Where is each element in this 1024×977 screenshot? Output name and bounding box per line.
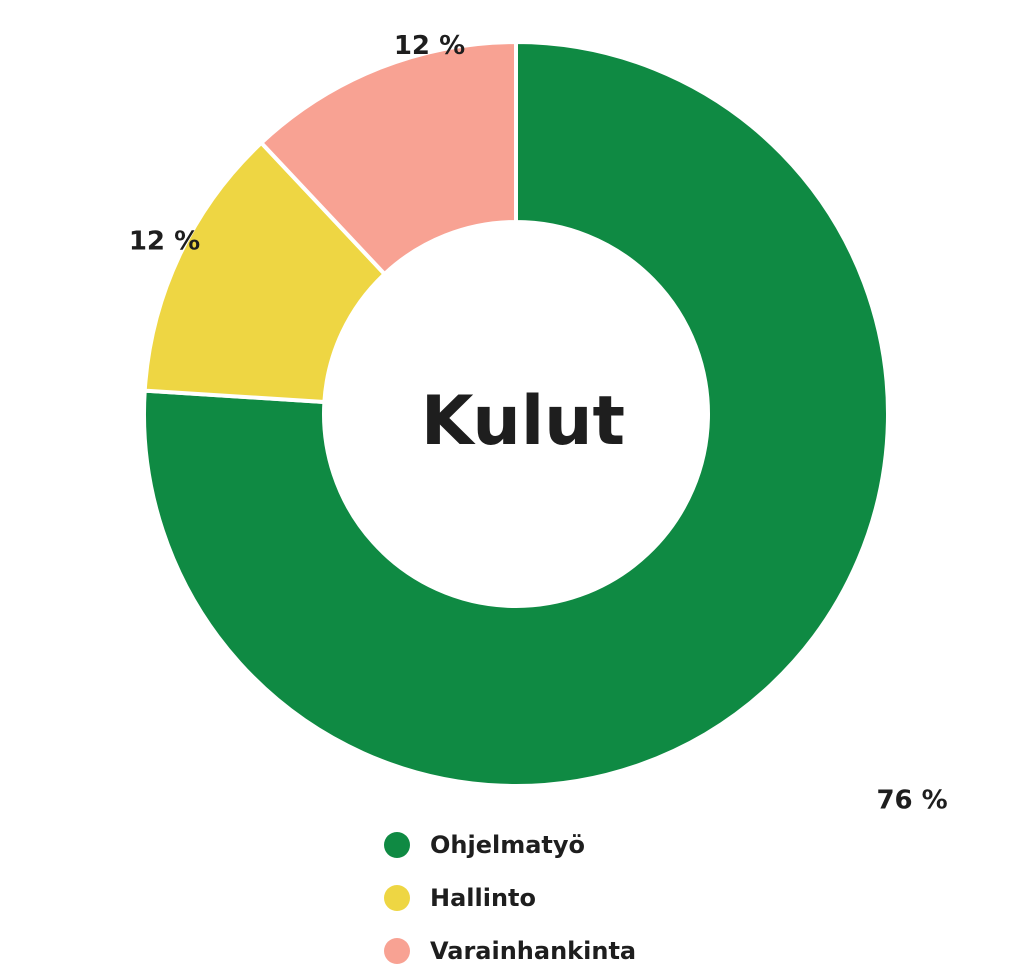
legend-item: Varainhankinta [384, 924, 704, 977]
legend-label: Hallinto [430, 883, 537, 912]
legend-item: Hallinto [384, 871, 704, 924]
legend-item: Ohjelmatyö [384, 818, 704, 871]
legend-label: Varainhankinta [430, 936, 637, 965]
chart-title: Kulut [421, 382, 625, 461]
value-labels: 76 % 12 % 12 % [129, 31, 948, 816]
slice-1 [142, 40, 890, 788]
legend-swatch [384, 884, 410, 911]
legend: Ohjelmatyö Hallinto Varainhankinta [384, 818, 704, 977]
slice-3 [259, 40, 518, 277]
value-label-3: 12 % [394, 31, 465, 61]
legend-swatch [384, 831, 410, 858]
donut-slices [142, 40, 890, 788]
slice-2 [142, 140, 387, 404]
value-label-2: 12 % [129, 227, 200, 257]
value-label-1: 76 % [876, 786, 947, 816]
legend-swatch [384, 937, 410, 964]
legend-label: Ohjelmatyö [430, 830, 586, 859]
